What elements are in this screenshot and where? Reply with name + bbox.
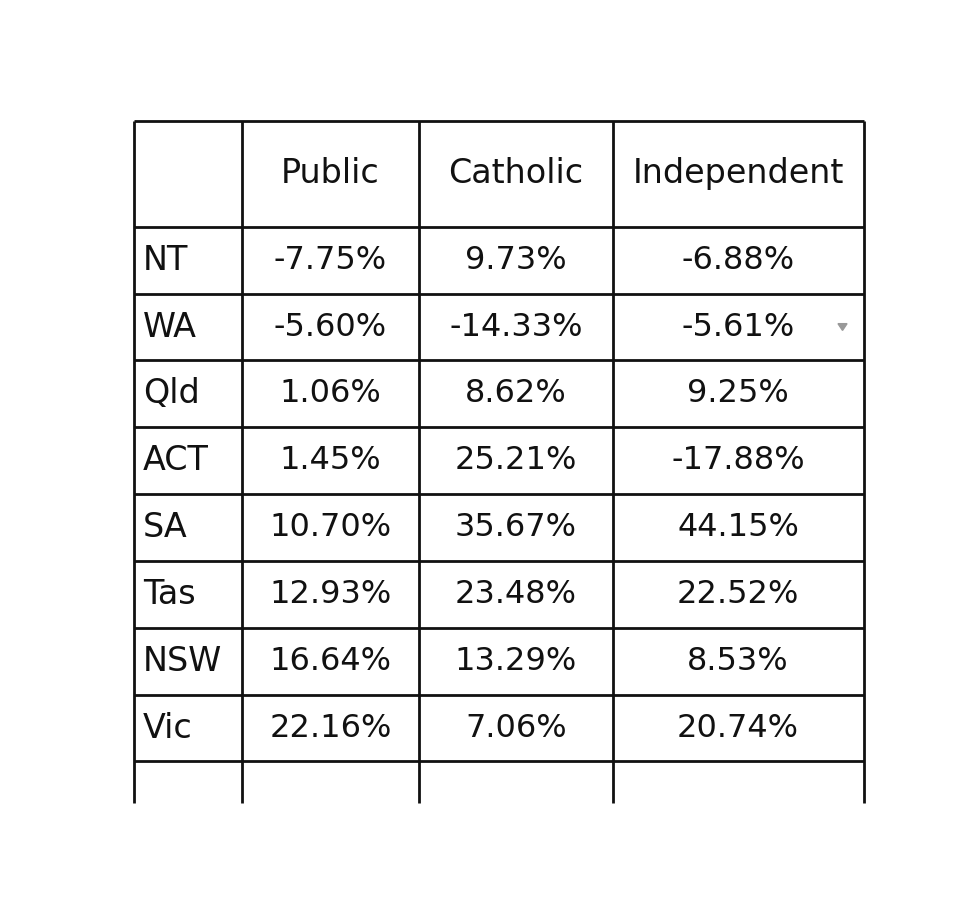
Text: 22.52%: 22.52%	[677, 579, 799, 610]
Text: Catholic: Catholic	[449, 157, 584, 190]
Text: -14.33%: -14.33%	[450, 311, 583, 342]
Text: Vic: Vic	[143, 712, 193, 745]
Text: 35.67%: 35.67%	[454, 512, 577, 543]
Text: -17.88%: -17.88%	[671, 446, 805, 476]
Text: Qld: Qld	[143, 377, 199, 410]
Text: -7.75%: -7.75%	[273, 244, 387, 275]
Text: 25.21%: 25.21%	[454, 446, 577, 476]
Text: 7.06%: 7.06%	[465, 713, 566, 744]
Text: 12.93%: 12.93%	[270, 579, 391, 610]
Text: Public: Public	[281, 157, 379, 190]
Text: 16.64%: 16.64%	[270, 646, 391, 677]
Text: 1.45%: 1.45%	[279, 446, 381, 476]
Polygon shape	[838, 324, 847, 330]
Text: ACT: ACT	[143, 444, 208, 478]
Text: SA: SA	[143, 511, 188, 544]
Text: 9.73%: 9.73%	[465, 244, 566, 275]
Text: -5.60%: -5.60%	[273, 311, 387, 342]
Text: 23.48%: 23.48%	[454, 579, 577, 610]
Text: 20.74%: 20.74%	[677, 713, 799, 744]
Text: -5.61%: -5.61%	[681, 311, 795, 342]
Text: 44.15%: 44.15%	[677, 512, 799, 543]
Text: 8.53%: 8.53%	[687, 646, 789, 677]
Text: 10.70%: 10.70%	[270, 512, 391, 543]
Text: Independent: Independent	[632, 157, 844, 190]
Text: NT: NT	[143, 243, 188, 276]
Text: 8.62%: 8.62%	[465, 379, 566, 409]
Text: WA: WA	[143, 310, 197, 343]
Text: 13.29%: 13.29%	[454, 646, 577, 677]
Text: Tas: Tas	[143, 578, 196, 611]
Text: 9.25%: 9.25%	[687, 379, 789, 409]
Text: 1.06%: 1.06%	[279, 379, 381, 409]
Text: -6.88%: -6.88%	[681, 244, 795, 275]
Text: 22.16%: 22.16%	[270, 713, 391, 744]
Text: NSW: NSW	[143, 645, 222, 678]
